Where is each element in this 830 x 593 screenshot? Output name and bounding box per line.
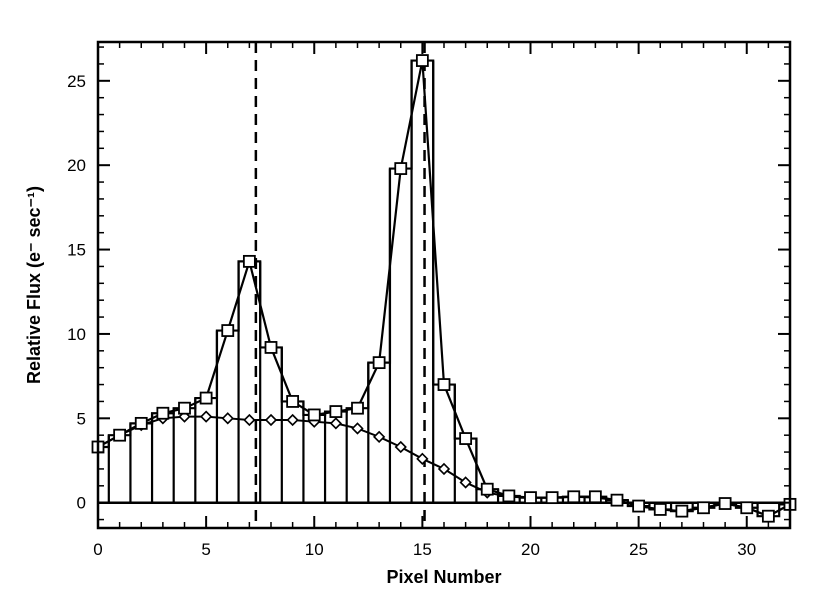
square-marker [545,491,559,505]
square-marker [372,356,386,370]
square-marker [761,509,775,523]
diamond-marker [221,412,234,425]
diamond-marker [437,462,451,476]
square-marker [156,406,170,420]
diamond-marker [286,413,299,427]
square-marker [199,391,213,405]
square-marker [242,254,256,268]
y-tick-label: 10 [67,325,86,344]
diamond-marker [416,452,429,465]
square-marker [697,501,710,515]
square-marker [653,503,667,516]
x-tick-label: 15 [413,540,432,559]
square-marker [437,378,451,391]
square-marker [718,497,732,510]
diamond-marker [351,422,364,435]
x-tick-label: 25 [629,540,648,559]
square-marker [740,501,754,515]
diamond-marker [394,440,407,454]
square-marker [588,490,602,504]
diamond-marker [372,430,386,444]
series-markers [91,54,797,523]
x-tick-label: 30 [737,540,756,559]
diamond-marker [459,476,472,489]
tick-labels: 0 5 10 15 20 25 30 0 5 10 15 20 25 [67,72,756,559]
x-tick-label: 10 [305,540,324,559]
square-marker [113,428,127,442]
square-marker [286,395,300,408]
square-marker [675,504,689,518]
diamond-marker [329,417,343,430]
axis-ticks [97,42,790,528]
diamond-marker [199,410,213,423]
square-marker [307,408,321,422]
y-tick-label: 25 [67,72,86,91]
y-axis-title: Relative Flux (e⁻ sec⁻¹) [24,186,44,384]
square-marker [459,432,473,445]
square-marker [524,491,537,505]
diamond-marker [243,413,256,427]
square-marker [502,489,516,503]
square-marker [415,54,429,67]
y-tick-label: 0 [77,494,86,513]
square-marker [632,499,646,513]
square-marker [178,401,191,415]
square-marker [480,482,494,496]
y-tick-label: 15 [67,241,86,260]
square-marker [134,416,148,430]
square-marker [394,162,408,175]
square-marker [329,405,343,418]
square-marker [264,341,278,354]
y-tick-label: 5 [77,409,86,428]
square-marker [567,490,581,504]
square-marker [351,401,364,415]
x-tick-label: 5 [201,540,210,559]
square-marker [610,493,624,507]
x-tick-label: 20 [521,540,540,559]
diamond-marker [264,413,278,427]
x-axis-title: Pixel Number [386,567,501,587]
y-tick-label: 20 [67,156,86,175]
square-marker [221,324,235,337]
x-tick-label: 0 [93,540,102,559]
